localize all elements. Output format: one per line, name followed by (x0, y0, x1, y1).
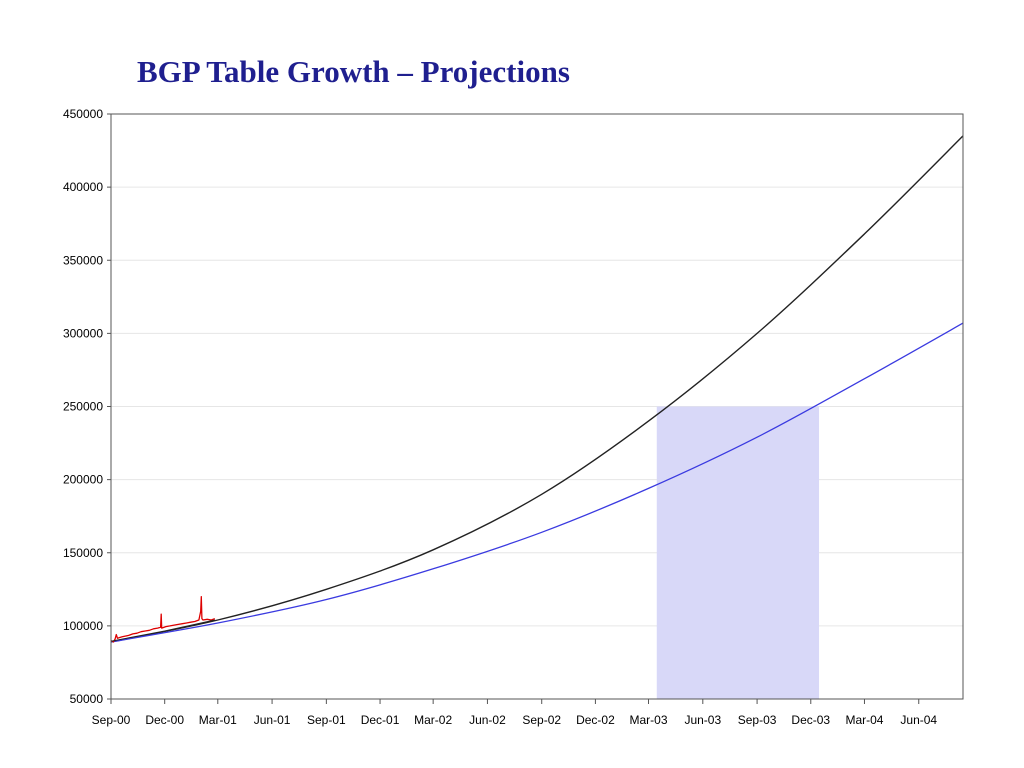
series-projection-high-line (110, 135, 964, 643)
x-tick-label: Mar-03 (630, 713, 668, 727)
axes: 50000 100000 150000 200000 250000 300000 35000… (63, 107, 964, 727)
series-layer (110, 135, 964, 643)
y-tick-label: 450000 (63, 107, 103, 121)
chart-title: BGP Table Growth – Projections (137, 54, 570, 89)
x-tick-label: Mar-01 (199, 713, 237, 727)
x-tick-label: Jun-02 (469, 713, 506, 727)
x-tick-label: Sep-00 (92, 713, 131, 727)
y-tick-label: 100000 (63, 619, 103, 633)
grid-lines (111, 113, 963, 627)
y-tick-label: 200000 (63, 473, 103, 487)
x-tick-label: Dec-02 (576, 713, 615, 727)
y-tick-label: 250000 (63, 400, 103, 414)
x-tick-label: Sep-02 (522, 713, 561, 727)
x-tick-label: Mar-02 (414, 713, 452, 727)
series-actual-trend-line (110, 619, 215, 642)
y-tick-label: 300000 (63, 326, 103, 340)
x-tick-label: Jun-03 (684, 713, 721, 727)
x-tick-label: Jun-04 (900, 713, 937, 727)
highlight-region (656, 406, 820, 699)
x-tick-label: Mar-04 (845, 713, 883, 727)
y-tick-label: 150000 (63, 546, 103, 560)
y-tick-label: 50000 (70, 692, 104, 706)
series-projection-low-line (110, 322, 964, 643)
x-tick-label: Dec-03 (791, 713, 830, 727)
x-tick-label: Sep-01 (307, 713, 346, 727)
x-tick-label: Dec-01 (361, 713, 400, 727)
x-tick-label: Sep-03 (738, 713, 777, 727)
x-tick-label: Jun-01 (254, 713, 291, 727)
y-tick-label: 400000 (63, 180, 103, 194)
x-tick-label: Dec-00 (145, 713, 184, 727)
series-actual-line (110, 595, 216, 643)
y-tick-label: 350000 (63, 253, 103, 267)
